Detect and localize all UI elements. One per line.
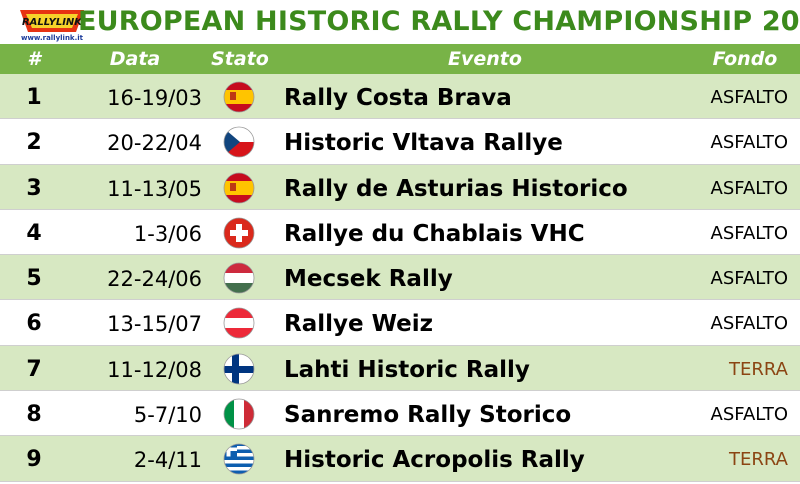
table-row: 8 5-7/10 Sanremo Rally Storico ASFALTO <box>0 391 800 437</box>
header-number: # <box>27 48 41 70</box>
row-surface: ASFALTO <box>710 222 788 244</box>
row-event: Rally de Asturias Historico <box>284 175 628 202</box>
row-date: 13-15/07 <box>107 312 202 337</box>
row-date: 20-22/04 <box>107 131 202 156</box>
row-date: 11-13/05 <box>107 176 202 201</box>
table-row: 3 11-13/05 Rally de Asturias Historico A… <box>0 164 800 210</box>
row-number: 1 <box>26 85 42 110</box>
row-surface: TERRA <box>729 358 788 380</box>
czech-flag-icon <box>223 126 255 158</box>
row-date: 11-12/08 <box>107 357 202 382</box>
title-bar: RALLYLINK www.rallylink.it EUROPEAN HIST… <box>0 0 800 44</box>
table-body: 1 16-19/03 Rally Costa Brava ASFALTO 2 2… <box>0 74 800 482</box>
greece-flag-icon <box>223 443 255 475</box>
austria-flag-icon <box>223 308 255 339</box>
table-row: 1 16-19/03 Rally Costa Brava ASFALTO <box>0 74 800 120</box>
row-event: Rallye du Chablais VHC <box>284 220 585 247</box>
table-row: 5 22-24/06 Mecsek Rally ASFALTO <box>0 255 800 301</box>
row-date: 2-4/11 <box>133 448 202 473</box>
row-surface: ASFALTO <box>710 268 788 290</box>
row-date: 5-7/10 <box>133 403 202 428</box>
italy-flag-icon <box>223 398 255 430</box>
row-event: Sanremo Rally Storico <box>284 402 572 429</box>
row-number: 9 <box>26 447 42 473</box>
table-row: 2 20-22/04 Historic Vltava Rallye ASFALT… <box>0 119 800 165</box>
table-header: # Data Stato Evento Fondo <box>0 44 800 74</box>
spain-flag-icon <box>223 172 255 203</box>
table-row: 6 13-15/07 Rallye Weiz ASFALTO <box>0 300 800 346</box>
row-number: 4 <box>26 220 42 246</box>
row-surface: ASFALTO <box>710 177 788 199</box>
switzerland-flag-icon <box>223 217 255 249</box>
spain-flag-icon <box>223 81 255 113</box>
svg-text:www.rallylink.it: www.rallylink.it <box>21 34 84 42</box>
row-surface: ASFALTO <box>710 404 788 426</box>
row-event: Mecsek Rally <box>284 266 453 293</box>
header-stato: Stato <box>211 48 269 70</box>
row-event: Rallye Weiz <box>284 311 434 338</box>
row-number: 6 <box>26 311 42 337</box>
row-surface: ASFALTO <box>710 132 788 154</box>
page-title: EUROPEAN HISTORIC RALLY CHAMPIONSHIP 202… <box>78 6 800 37</box>
header-evento: Evento <box>448 48 522 70</box>
row-number: 2 <box>26 130 42 156</box>
row-number: 8 <box>26 402 42 428</box>
row-event: Lahti Historic Rally <box>284 356 530 383</box>
table-row: 7 11-12/08 Lahti Historic Rally TERRA <box>0 345 800 392</box>
table-row: 4 1-3/06 Rallye du Chablais VHC ASFALTO <box>0 209 800 256</box>
row-number: 3 <box>26 175 42 201</box>
row-date: 22-24/06 <box>107 267 202 292</box>
table-row: 9 2-4/11 Historic Acropolis Rally TERRA <box>0 436 800 482</box>
svg-text:RALLYLINK: RALLYLINK <box>22 17 83 28</box>
row-event: Rally Costa Brava <box>284 85 512 111</box>
header-date: Data <box>109 48 161 70</box>
row-surface: ASFALTO <box>710 313 788 335</box>
row-event: Historic Vltava Rallye <box>284 130 563 157</box>
hungary-flag-icon <box>223 262 255 294</box>
row-event: Historic Acropolis Rally <box>284 447 585 474</box>
row-number: 5 <box>26 266 42 292</box>
row-date: 16-19/03 <box>107 86 202 110</box>
row-date: 1-3/06 <box>133 221 202 246</box>
row-number: 7 <box>26 356 42 382</box>
finland-flag-icon <box>223 353 255 385</box>
rallylink-logo: RALLYLINK www.rallylink.it <box>16 2 88 44</box>
row-surface: ASFALTO <box>710 87 788 108</box>
row-surface: TERRA <box>729 449 788 471</box>
header-fondo: Fondo <box>712 48 778 70</box>
